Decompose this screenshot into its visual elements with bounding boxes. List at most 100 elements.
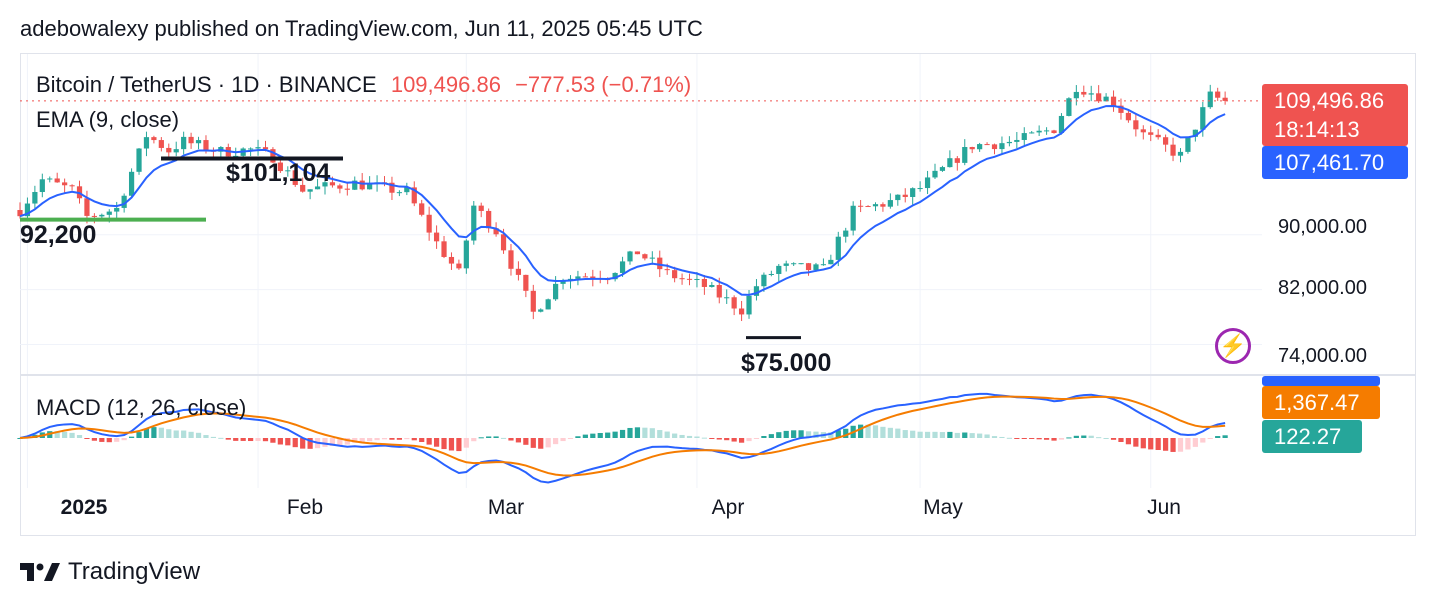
candle-body — [1148, 132, 1154, 135]
macd-histogram-bar — [858, 424, 864, 438]
candle-body — [939, 167, 946, 171]
symbol-label[interactable]: Bitcoin / TetherUS · 1D · BINANCE — [36, 72, 377, 97]
macd-histogram-bar — [270, 438, 276, 443]
macd-histogram-bar — [91, 438, 97, 441]
candle-body — [329, 182, 336, 186]
candle-body — [872, 204, 879, 207]
last-price-legend: 109,496.86 — [390, 72, 501, 97]
macd-histogram-bar — [225, 438, 231, 440]
candle-body — [887, 200, 893, 207]
candle-body — [39, 179, 45, 192]
candle-body — [1021, 133, 1027, 140]
candle-body — [493, 228, 499, 235]
macd-histogram-bar — [686, 435, 693, 438]
candle-body — [977, 144, 983, 150]
macd-histogram-bar — [136, 432, 142, 438]
candle-body — [486, 210, 492, 229]
candle-body — [1036, 130, 1042, 133]
macd-histogram-bar — [1170, 438, 1176, 452]
macd-histogram-bar — [158, 427, 164, 438]
lightning-bolt-icon[interactable]: ⚡ — [1215, 328, 1251, 364]
macd-histogram-bar — [887, 427, 893, 438]
macd-histogram-bar — [411, 438, 417, 441]
candle-body — [783, 263, 789, 266]
macd-histogram-bar — [523, 438, 529, 445]
macd-histogram-bar — [991, 436, 998, 438]
candle-body — [947, 158, 953, 168]
candle-body — [195, 140, 202, 144]
candle-body — [54, 178, 60, 183]
macd-histogram-bar — [1215, 436, 1221, 438]
macd-histogram-bar — [426, 438, 432, 445]
macd-legend[interactable]: MACD (12, 26, close) — [36, 395, 247, 420]
macd-histogram-bar — [210, 436, 217, 438]
macd-histogram-bar — [962, 432, 968, 438]
macd-histogram-bar — [1110, 438, 1117, 440]
candle-body — [999, 143, 1005, 150]
histogram-value-label: 122.27 — [1262, 420, 1362, 453]
macd-histogram-bar — [843, 428, 849, 438]
macd-histogram-bar — [1177, 438, 1184, 452]
candle-body — [776, 265, 782, 274]
candle-body — [649, 257, 655, 259]
chart-frame[interactable] — [20, 53, 1416, 536]
candle-body — [143, 137, 150, 149]
candle-body — [389, 182, 395, 193]
macd-histogram-bar — [493, 436, 499, 438]
countdown-value: 18:14:13 — [1274, 117, 1360, 142]
candle-body — [1207, 91, 1213, 108]
candle-body — [530, 290, 536, 312]
macd-histogram-bar — [1021, 438, 1027, 439]
macd-histogram-bar — [530, 438, 536, 448]
candle-body — [277, 162, 283, 172]
candle-body — [314, 186, 321, 190]
macd-histogram-bar — [1140, 438, 1146, 449]
candle-body — [1073, 91, 1079, 99]
macd-histogram-bar — [649, 428, 655, 438]
macd-histogram-bar — [404, 438, 410, 440]
macd-histogram-bar — [798, 430, 804, 438]
tradingview-brand[interactable]: TradingView — [68, 558, 201, 585]
macd-histogram-bar — [776, 432, 782, 438]
candle-body — [694, 278, 700, 280]
x-tick-feb: Feb — [286, 496, 324, 519]
candle-body — [813, 264, 819, 271]
macd-histogram-bar — [999, 436, 1005, 438]
candle-body — [128, 171, 135, 196]
macd-histogram-bar — [738, 438, 745, 443]
candle-body — [709, 285, 715, 287]
candle-body — [1096, 93, 1102, 102]
macd-line-label-stub — [1262, 376, 1380, 386]
candle-body — [1215, 91, 1221, 98]
candle-body — [850, 205, 856, 231]
macd-histogram-bar — [106, 438, 112, 443]
candle-body — [1155, 134, 1161, 138]
candle-body — [404, 187, 410, 193]
candle-body — [262, 147, 269, 150]
candle-body — [322, 182, 328, 187]
candle-body — [515, 268, 522, 275]
macd-histogram-bar — [389, 438, 395, 440]
candle-body — [62, 182, 68, 186]
macd-histogram-bar — [746, 438, 752, 442]
candle-body — [1125, 112, 1132, 121]
macd-histogram-bar — [433, 438, 440, 447]
candle-body — [768, 273, 774, 275]
tradingview-logo-icon[interactable] — [20, 561, 60, 583]
macd-histogram-bar — [62, 431, 68, 438]
macd-histogram-bar — [716, 438, 722, 440]
macd-histogram-bar — [359, 438, 365, 443]
candle-body — [858, 205, 864, 207]
macd-histogram-bar — [307, 438, 313, 449]
macd-histogram-bar — [679, 434, 685, 438]
macd-histogram-bar — [657, 430, 663, 438]
ema-legend[interactable]: EMA (9, close) — [36, 107, 180, 132]
macd-histogram-bar — [731, 438, 737, 442]
y-tick-74000: 74,000.00 — [1278, 345, 1367, 367]
candle-body — [553, 283, 559, 300]
macd-histogram-bar — [724, 438, 730, 441]
macd-histogram-bar — [694, 436, 700, 438]
candle-body — [1066, 98, 1072, 116]
candle-body — [984, 144, 990, 146]
